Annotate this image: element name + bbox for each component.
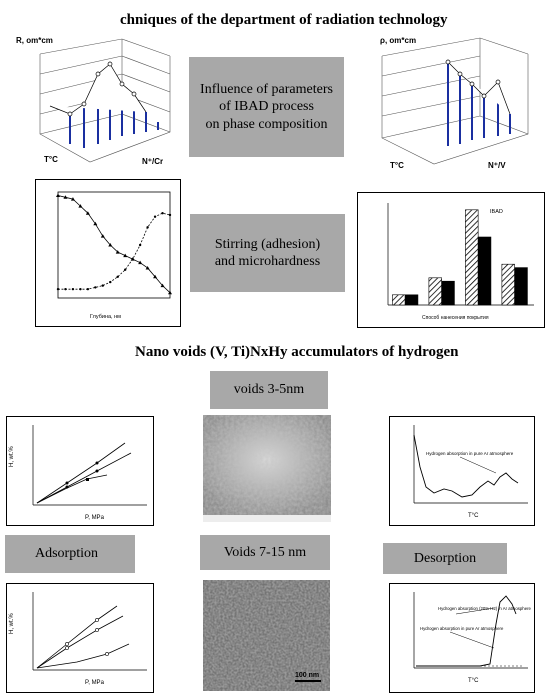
bar xyxy=(392,294,406,306)
x-axis-label: Способ нанесения покрытия xyxy=(422,315,489,321)
plot-area xyxy=(57,191,171,299)
bar xyxy=(465,209,479,306)
bar xyxy=(428,277,442,306)
data-point xyxy=(101,284,105,287)
zlabel: R, om*cm xyxy=(16,36,53,45)
data-point xyxy=(63,195,68,199)
page-title: chniques of the department of radiation … xyxy=(120,12,448,28)
hydrogen-absorption-plot-2: H, wt.% P, MPa xyxy=(6,583,154,693)
data-point xyxy=(70,197,75,201)
data-point xyxy=(64,287,67,291)
data-point xyxy=(160,283,165,288)
data-point xyxy=(138,243,142,247)
microhardness-bar-chart: IBAD Способ нанесения покрытия xyxy=(357,192,545,328)
xlabel: T°C xyxy=(468,678,479,684)
bar xyxy=(477,236,492,306)
box-line-3: on phase composition xyxy=(205,116,328,132)
data-point xyxy=(123,253,128,258)
voids-small-label: voids 3-5nm xyxy=(210,371,328,409)
section-title: Nano voids (V, Ti)NxHy accumulators of h… xyxy=(135,344,459,360)
series-line-2 xyxy=(58,212,171,290)
data-point xyxy=(100,234,105,238)
ylabel: H, wt.% xyxy=(9,446,15,467)
data-point xyxy=(94,286,97,289)
bar xyxy=(514,267,528,306)
xlabel: T°C xyxy=(468,513,479,519)
adsorption-label: Adsorption xyxy=(5,535,135,573)
annotation: Hydrogen absorption in pure Ar atmospher… xyxy=(426,451,514,456)
data-point xyxy=(168,290,172,295)
data-point xyxy=(146,226,149,229)
legend-label: IBAD xyxy=(490,209,503,215)
zlabel: ρ, om*cm xyxy=(380,36,416,45)
resistivity-3d-plot-v: ρ, om*cm T°C N⁺/V xyxy=(360,34,540,174)
box-line-1: Stirring (adhesion) xyxy=(214,236,321,252)
annotation-1: Hydrogen absorption (20% H2) in Ar atmos… xyxy=(438,606,532,611)
data-point xyxy=(78,204,83,208)
bar xyxy=(404,294,419,306)
data-point xyxy=(168,213,172,217)
data-point xyxy=(153,274,158,279)
data-point xyxy=(145,265,150,270)
box-line-2: and microhardness xyxy=(214,254,321,269)
data-point xyxy=(79,287,82,291)
tds-desorption-plot: Hydrogen absorption in pure Ar atmospher… xyxy=(389,416,535,526)
xlabel: T°C xyxy=(44,155,58,164)
ylabel: N⁺/V xyxy=(488,161,506,170)
tem-image-small-voids xyxy=(203,415,331,522)
bar xyxy=(501,263,515,306)
data-point xyxy=(108,243,113,247)
voids-large-label: Voids 7-15 nm xyxy=(200,535,330,570)
data-point xyxy=(131,257,134,261)
data-point xyxy=(161,212,164,215)
data-point xyxy=(56,193,60,198)
scale-bar-label: 100 nm xyxy=(295,672,319,679)
data-point xyxy=(85,211,90,215)
x-axis-label: Глубина, нм xyxy=(90,314,121,320)
data-point xyxy=(56,287,60,291)
data-point xyxy=(124,268,127,271)
adhesion-microhardness-box: Stirring (adhesion) and microhardness xyxy=(190,214,345,292)
box-line-2: of IBAD process xyxy=(219,99,314,115)
desorption-label: Desorption xyxy=(383,543,507,574)
data-point xyxy=(153,215,157,218)
data-point xyxy=(116,275,119,278)
data-point xyxy=(109,280,112,284)
data-point xyxy=(86,287,90,291)
adhesion-depth-chart: Глубина, нм xyxy=(35,179,181,327)
ibad-influence-box: Influence of parameters of IBAD process … xyxy=(189,57,344,157)
series-line-1 xyxy=(57,195,171,293)
tem-image-large-voids: 100 nm xyxy=(203,580,330,691)
xlabel: P, MPa xyxy=(85,515,105,521)
xlabel: P, MPa xyxy=(85,680,105,686)
data-point xyxy=(93,221,98,226)
annotation-2: Hydrogen absorption in pure Ar atmospher… xyxy=(420,626,504,631)
data-point xyxy=(71,287,75,291)
tds-desorption-plot-2: Hydrogen absorption (20% H2) in Ar atmos… xyxy=(389,583,535,693)
data-point xyxy=(138,260,143,265)
ylabel: N⁺/Cr xyxy=(142,157,163,166)
box-line-1: Influence of parameters xyxy=(200,81,333,97)
hydrogen-absorption-plot: H, wt.% P, MPa xyxy=(6,416,154,526)
data-point xyxy=(115,250,120,254)
resistivity-3d-plot-cr: R, om*cm T°C N⁺/Cr xyxy=(10,34,180,174)
xlabel: T°C xyxy=(390,161,404,170)
bar xyxy=(441,280,455,306)
ylabel: H, wt.% xyxy=(9,613,15,634)
